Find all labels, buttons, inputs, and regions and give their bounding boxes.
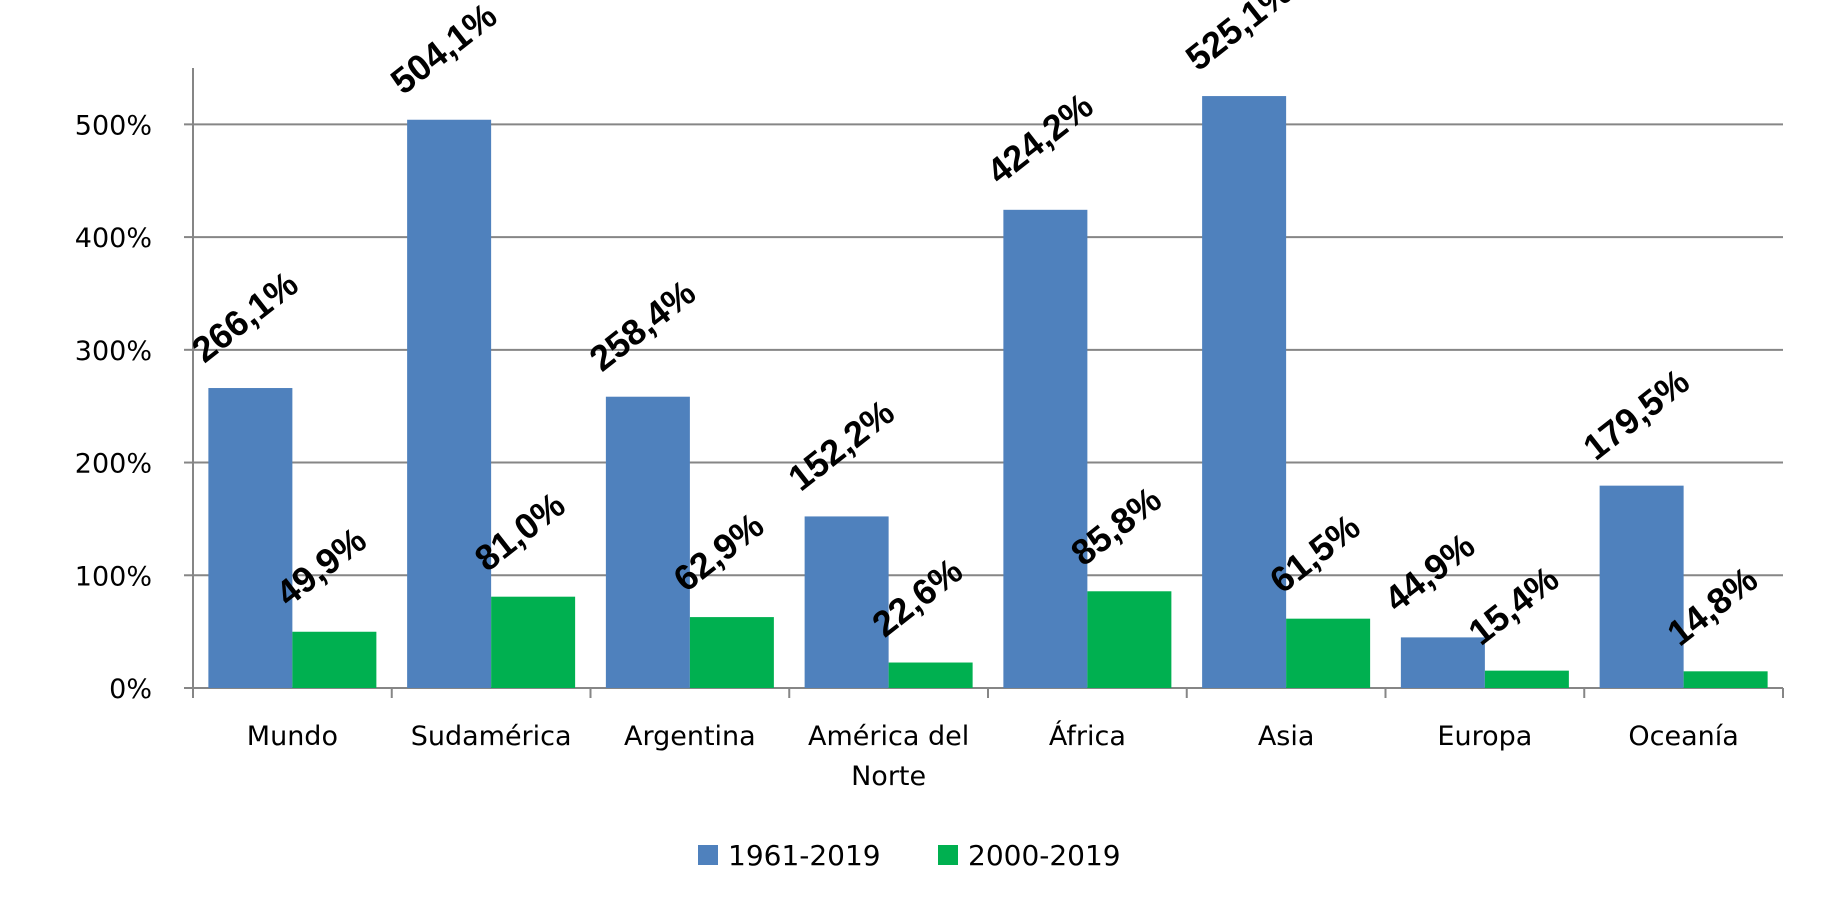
y-tick-label: 100% xyxy=(75,561,152,592)
data-label: 504,1% xyxy=(383,0,504,102)
bar-1961-2019-Oceanía xyxy=(1600,486,1684,688)
y-tick-label: 300% xyxy=(75,336,152,367)
x-category-label: Europa xyxy=(1437,721,1532,752)
legend-label: 2000-2019 xyxy=(968,839,1121,872)
data-label: 525,1% xyxy=(1178,0,1299,78)
bar-1961-2019-África xyxy=(1003,210,1087,688)
bar-1961-2019-Asia xyxy=(1202,96,1286,688)
legend-swatch-2000-2019 xyxy=(938,845,958,865)
x-category-label: Mundo xyxy=(247,721,338,752)
data-label: 266,1% xyxy=(184,263,305,370)
chart-container: 0% 100% 200% 300% 400% 500% 266,1% 504,1% 258,4%… xyxy=(0,0,1841,897)
x-category-label: Oceanía xyxy=(1628,721,1738,752)
bar-2000-2019-Mundo xyxy=(292,632,376,688)
x-category-label: Sudamérica xyxy=(411,721,572,752)
bar-1961-2019-Argentina xyxy=(606,397,690,688)
data-label: 15,4% xyxy=(1461,558,1567,653)
data-label: 258,4% xyxy=(582,272,703,379)
bar-1961-2019-Sudamérica xyxy=(407,120,491,688)
bar-chart: 0% 100% 200% 300% 400% 500% 266,1% 504,1% 258,4%… xyxy=(0,0,1841,897)
y-tick-label: 400% xyxy=(75,223,152,254)
y-tick-label: 200% xyxy=(75,449,152,480)
x-category-label: Argentina xyxy=(624,721,756,752)
legend-swatch-1961-2019 xyxy=(698,845,718,865)
x-category-label: América del xyxy=(808,721,969,752)
data-label: 152,2% xyxy=(780,391,901,498)
x-category-label: Asia xyxy=(1258,721,1315,752)
bar-2000-2019-Oceanía xyxy=(1684,671,1768,688)
bar-2000-2019-Sudamérica xyxy=(491,597,575,688)
data-label: 424,2% xyxy=(979,85,1100,192)
bar-2000-2019-Argentina xyxy=(690,617,774,688)
bar-2000-2019-África xyxy=(1087,591,1171,688)
data-label: 44,9% xyxy=(1377,525,1483,620)
x-category-label: África xyxy=(1049,720,1126,752)
bar-2000-2019-Europa xyxy=(1485,671,1569,688)
y-tick-label: 500% xyxy=(75,110,152,141)
bar-1961-2019-Mundo xyxy=(208,388,292,688)
y-tick-label: 0% xyxy=(109,674,152,705)
bar-1961-2019-Europa xyxy=(1401,637,1485,688)
x-category-label: Norte xyxy=(851,761,926,792)
bar-2000-2019-Asia xyxy=(1286,619,1370,688)
bar-2000-2019-América del Norte xyxy=(889,663,973,688)
legend-label: 1961-2019 xyxy=(728,839,881,872)
data-label: 179,5% xyxy=(1575,360,1696,467)
